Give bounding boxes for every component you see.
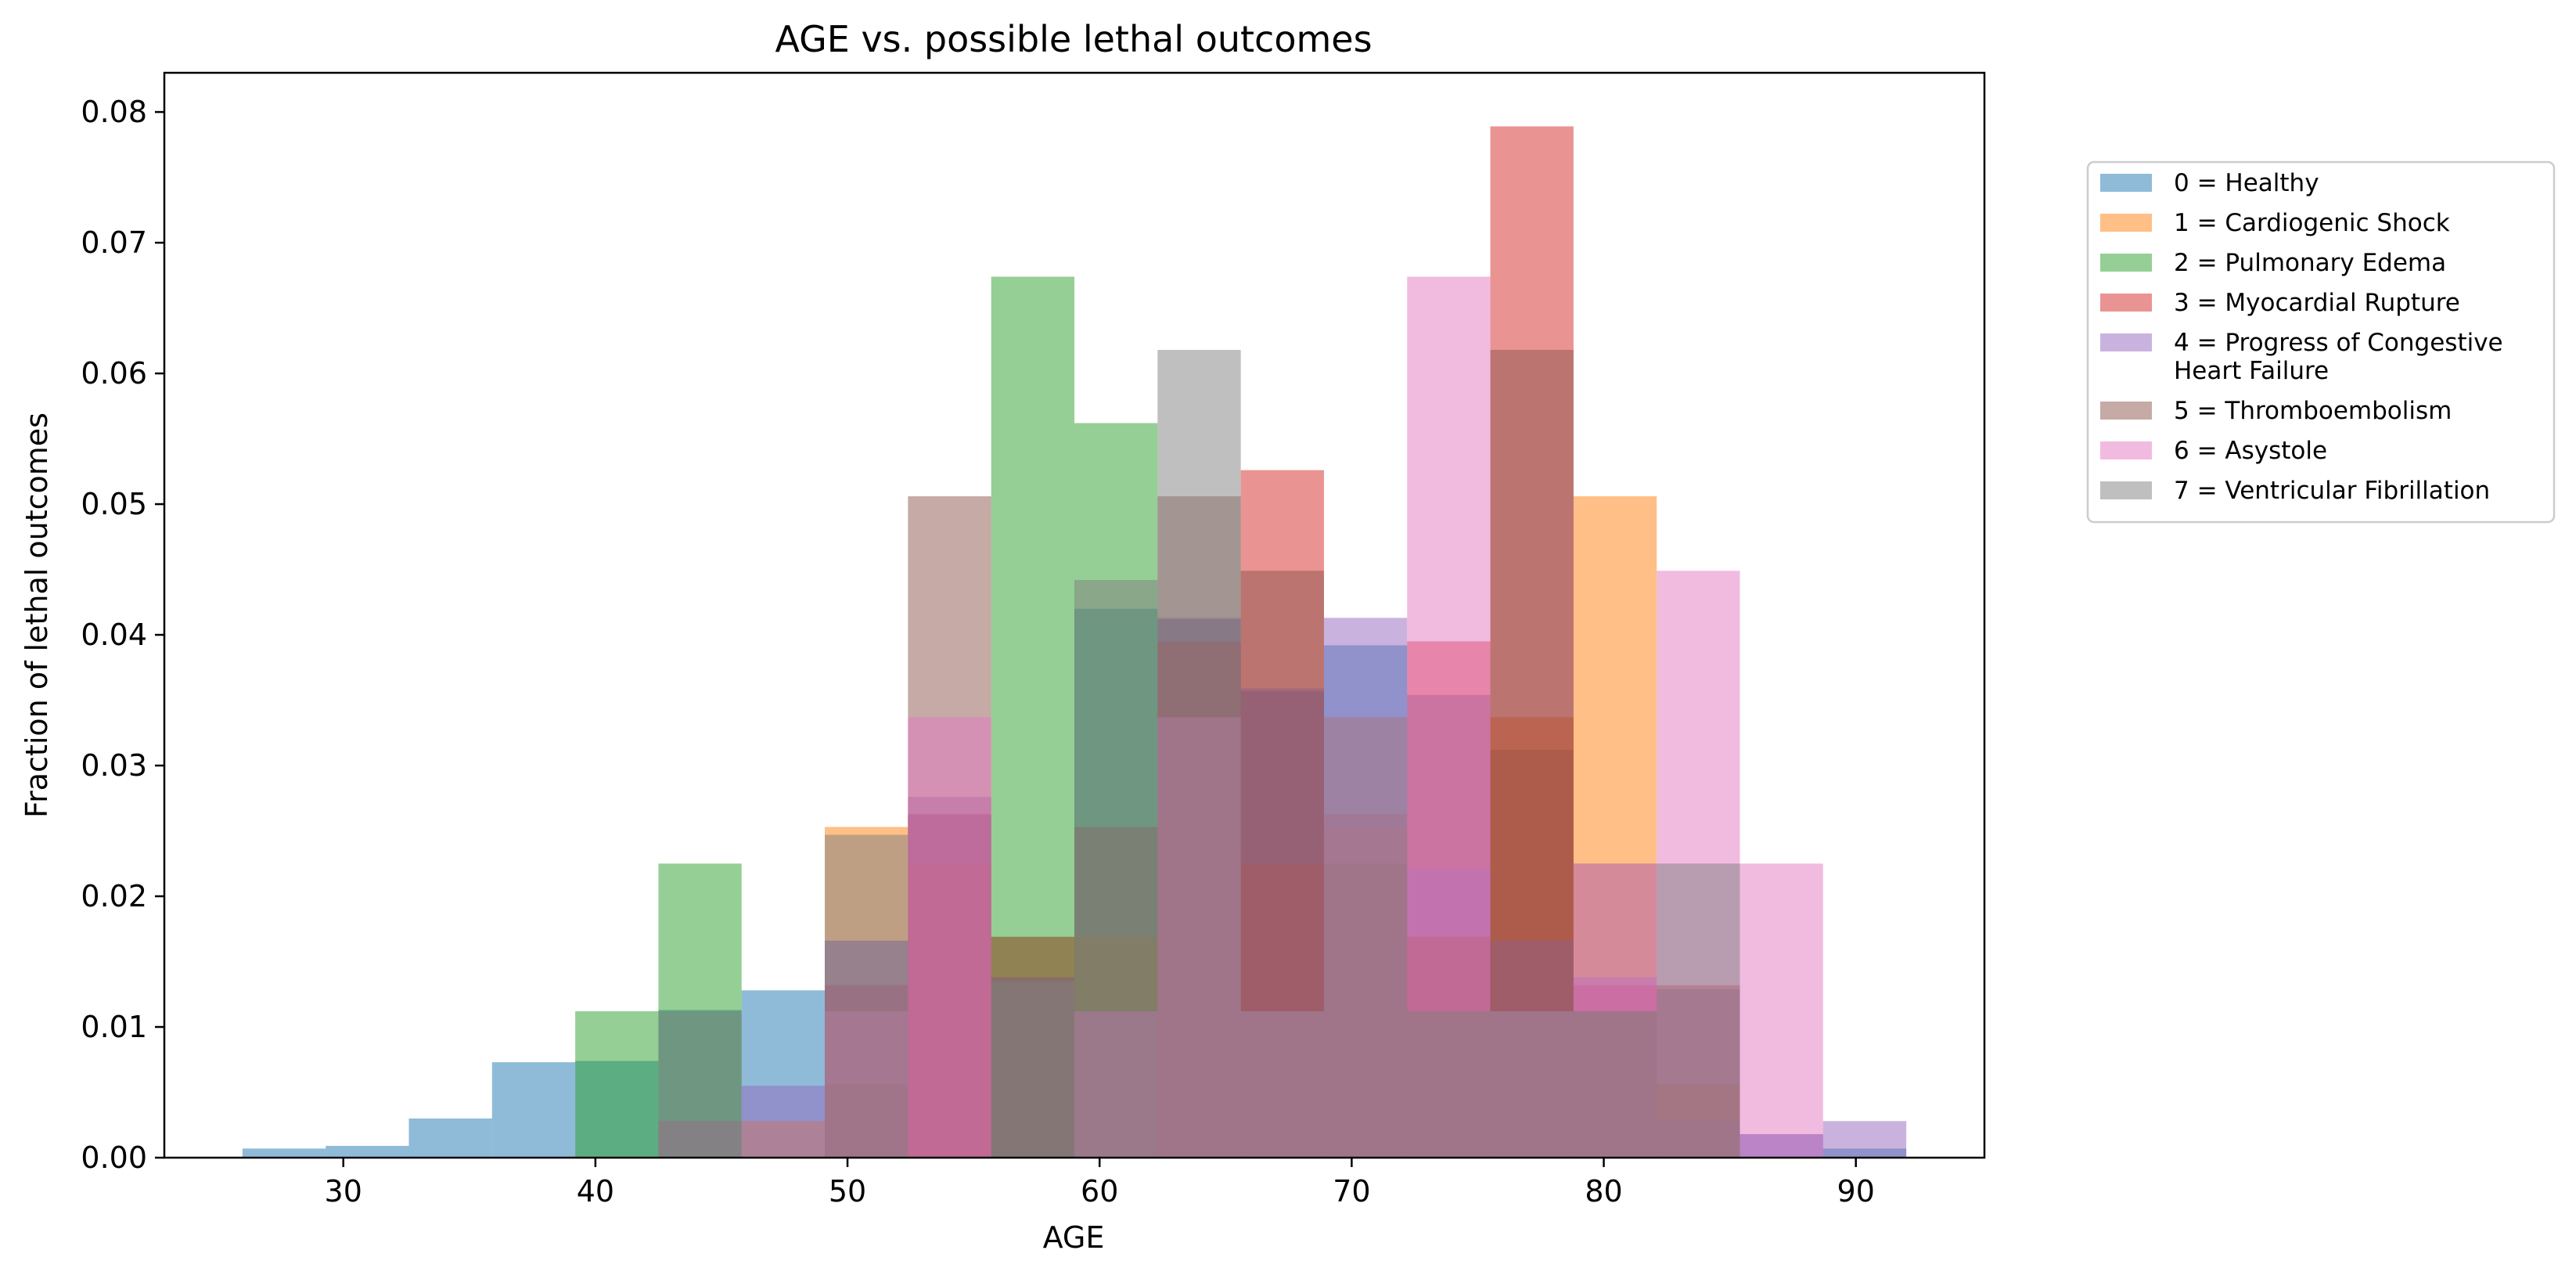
legend-label: 3 = Myocardial Rupture <box>2174 289 2460 317</box>
x-tick-label: 80 <box>1585 1174 1622 1209</box>
legend-label: 6 = Asystole <box>2174 437 2327 465</box>
bar-series-7-bin-14 <box>1407 1011 1491 1158</box>
chart-title: AGE vs. possible lethal outcomes <box>775 18 1372 60</box>
bar-series-6-bin-14 <box>1407 276 1491 1158</box>
legend-label: 4 = Progress of Congestive Heart Failure <box>2174 329 2503 385</box>
plot-frame <box>163 71 1986 1159</box>
y-tick-label: 0.00 <box>81 1140 147 1175</box>
x-tick-label: 70 <box>1333 1174 1370 1209</box>
bar-series-7-bin-5 <box>658 1011 742 1158</box>
bar-series-7-bin-12 <box>1240 1011 1324 1158</box>
legend-swatch <box>2100 441 2152 459</box>
legend: 0 = Healthy 1 = Cardiogenic Shock 2 = Pulm… <box>2086 160 2556 524</box>
bar-series-4-bin-19 <box>1822 1121 1907 1158</box>
bar-series-7-bin-11 <box>1157 350 1241 1158</box>
x-tick-label: 40 <box>577 1174 614 1209</box>
legend-swatch <box>2100 481 2152 499</box>
legend-swatch <box>2100 402 2152 420</box>
bar-series-7-bin-15 <box>1490 1011 1574 1158</box>
bar-series-0-bin-2 <box>408 1118 492 1158</box>
legend-label: 5 = Thromboembolism <box>2174 397 2452 425</box>
legend-label: 1 = Cardiogenic Shock <box>2174 209 2450 237</box>
y-axis-label: Fraction of lethal outcomes <box>20 413 54 818</box>
bar-series-6-bin-18 <box>1740 863 1823 1158</box>
bar-series-0-bin-0 <box>242 1148 326 1158</box>
y-tick-label: 0.01 <box>81 1010 147 1044</box>
bars-group <box>242 126 1907 1158</box>
x-tick-label: 60 <box>1081 1174 1118 1209</box>
bar-series-0-bin-3 <box>491 1062 576 1158</box>
x-axis-label: AGE <box>1043 1220 1105 1255</box>
legend-swatch <box>2100 294 2152 312</box>
x-tick-label: 90 <box>1837 1174 1875 1209</box>
bar-series-7-bin-13 <box>1323 717 1408 1158</box>
bar-series-6-bin-8 <box>908 717 991 1158</box>
y-axis-ticks: 0.00 0.01 0.02 0.03 0.04 0.05 0.06 0.07 0.08 <box>81 95 164 1175</box>
bar-series-2-bin-4 <box>575 1011 659 1158</box>
bar-series-7-bin-10 <box>1074 579 1158 1158</box>
legend-label: 0 = Healthy <box>2174 169 2319 197</box>
y-tick-label: 0.04 <box>81 618 147 652</box>
bar-series-0-bin-1 <box>326 1145 409 1158</box>
legend-frame <box>2086 160 2556 524</box>
legend-label: 2 = Pulmonary Edema <box>2174 249 2446 277</box>
y-tick-label: 0.05 <box>81 487 147 521</box>
y-tick-label: 0.06 <box>81 356 147 391</box>
bar-series-7-bin-16 <box>1573 1011 1657 1158</box>
bar-series-7-bin-7 <box>825 834 908 1158</box>
x-axis-ticks: 30 40 50 60 70 80 90 <box>325 1158 1875 1209</box>
bar-series-7-bin-17 <box>1657 863 1740 1158</box>
y-tick-label: 0.03 <box>81 748 147 783</box>
legend-swatch <box>2100 214 2152 232</box>
bar-series-4-bin-6 <box>741 1086 826 1158</box>
legend-swatch <box>2100 333 2152 351</box>
y-tick-label: 0.02 <box>81 879 147 913</box>
bar-series-7-bin-9 <box>991 981 1074 1158</box>
y-tick-label: 0.07 <box>81 225 147 260</box>
legend-label: 7 = Ventricular Fibrillation <box>2174 477 2490 505</box>
x-tick-label: 30 <box>325 1174 362 1209</box>
legend-swatch <box>2100 174 2152 192</box>
y-tick-label: 0.08 <box>81 95 147 129</box>
x-tick-label: 50 <box>829 1174 866 1209</box>
legend-swatch <box>2100 254 2152 272</box>
